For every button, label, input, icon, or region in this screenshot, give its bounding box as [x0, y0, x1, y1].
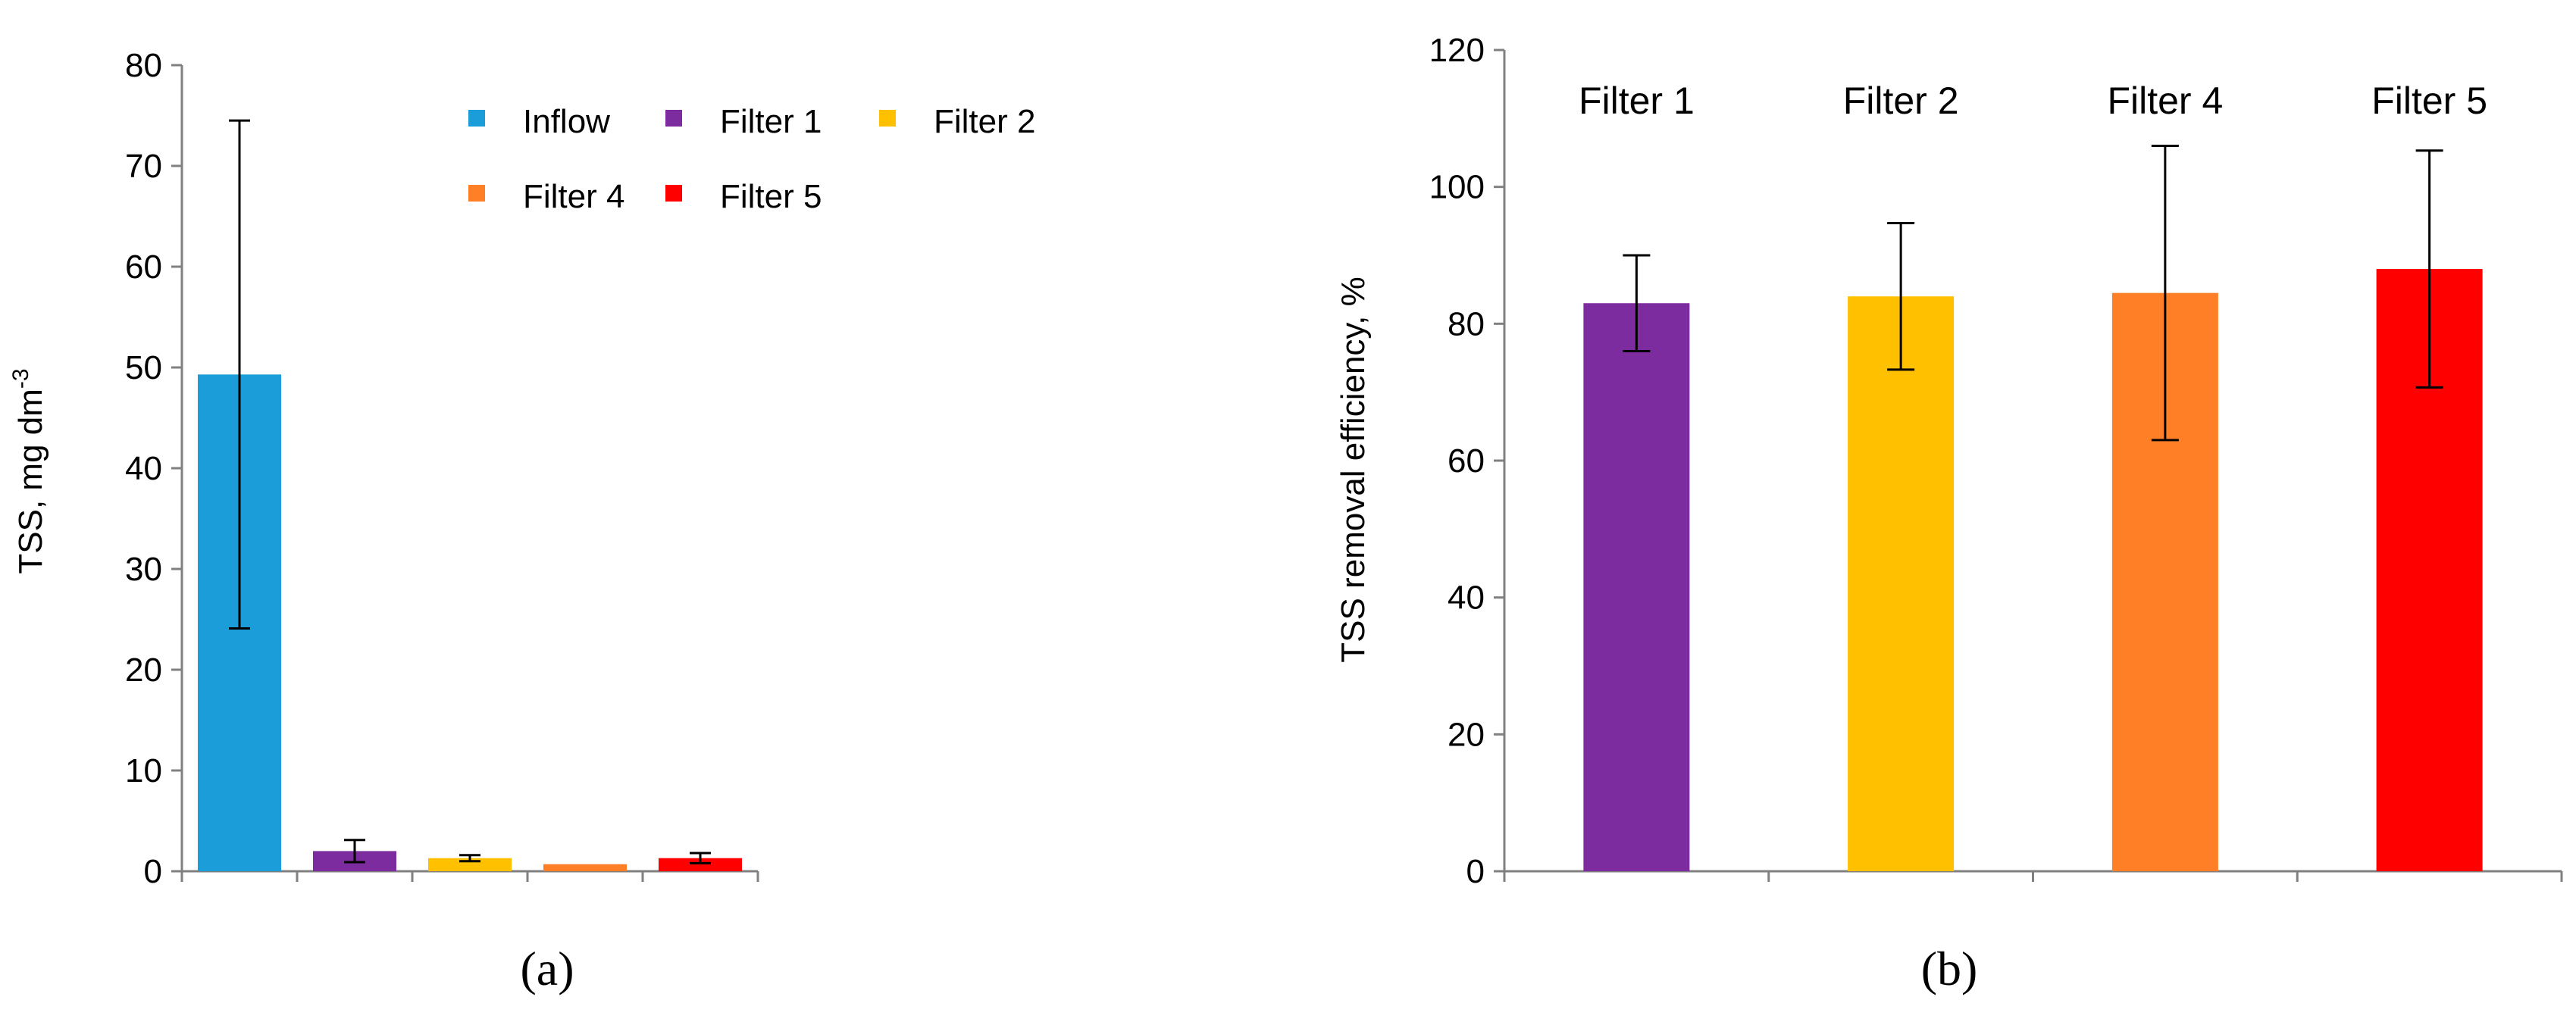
chart-a-legend-label: Inflow — [523, 103, 610, 140]
chart-a-y-axis-label: TSS, mg dm-3 — [8, 368, 49, 574]
chart-a-legend-item-inflow: Inflow — [468, 103, 610, 140]
chart-a-legend-swatch — [665, 110, 682, 127]
chart-a-legend-label: Filter 5 — [720, 178, 822, 215]
chart-b-error-bar-filter-2 — [1887, 222, 1915, 371]
chart-b-error-bar-filter-4 — [2151, 144, 2179, 442]
chart-b-y-tick-label: 0 — [1466, 853, 1485, 890]
chart-a-legend-item-filter-1: Filter 1 — [665, 103, 822, 140]
chart-a-legend-swatch — [468, 110, 485, 127]
chart-a-legend-label: Filter 1 — [720, 103, 822, 140]
chart-a-y-tick-label: 70 — [125, 148, 162, 185]
chart-b-y-tick-label: 80 — [1448, 305, 1485, 342]
chart-a-y-tick-label: 50 — [125, 349, 162, 386]
chart-a-legend-label: Filter 2 — [934, 103, 1035, 140]
chart-a-legend-item-filter-4: Filter 4 — [468, 178, 624, 215]
chart-panel-a: 0 10 20 30 40 50 60 70 80 TSS, mg dm-3 Inflow Fil… — [8, 47, 1035, 995]
chart-b-y-tick-label: 40 — [1448, 580, 1485, 617]
chart-a-y-tick-label: 40 — [125, 450, 162, 487]
chart-a-bar-filter-4 — [543, 864, 627, 871]
chart-b-category-labels: Filter 1 Filter 2 Filter 4 Filter 5 — [1579, 80, 2487, 122]
chart-a-bar-filter-5 — [659, 858, 742, 871]
chart-a-error-bars — [229, 119, 711, 864]
chart-b-category-label-filter-5: Filter 5 — [2371, 80, 2487, 122]
chart-b-bars — [1583, 269, 2483, 872]
chart-b-error-bars — [1623, 144, 2443, 442]
chart-a-y-tick-label: 10 — [125, 752, 162, 789]
chart-a-legend-item-filter-5: Filter 5 — [665, 178, 822, 215]
panel-label-b: (b) — [1921, 942, 1978, 995]
chart-a-y-tick-label: 80 — [125, 47, 162, 84]
chart-a-legend: Inflow Filter 1 Filter 2 Filter 4 Filter 5 — [468, 103, 1035, 215]
chart-b-y-tick-label: 60 — [1448, 442, 1485, 480]
panel-label-a: (a) — [520, 942, 574, 995]
chart-b-y-tick-label: 20 — [1448, 716, 1485, 753]
chart-b-error-bar-filter-1 — [1623, 254, 1651, 352]
chart-b-category-label-filter-1: Filter 1 — [1579, 80, 1695, 122]
chart-b-category-label-filter-4: Filter 4 — [2107, 80, 2223, 122]
chart-a-legend-label: Filter 4 — [523, 178, 624, 215]
chart-b-bar-filter-2 — [1848, 296, 1955, 871]
chart-a-bar-filter-2 — [428, 858, 512, 871]
chart-a-y-tick-label: 0 — [144, 853, 162, 890]
chart-a-error-bar-filter-1 — [344, 839, 365, 864]
chart-b-category-label-filter-2: Filter 2 — [1843, 80, 1959, 122]
chart-panel-b: 0 20 40 60 80 100 120 Filter 1 Filter 2 Filter 4… — [1335, 32, 2563, 995]
chart-a-legend-swatch — [665, 185, 682, 202]
chart-a-legend-swatch — [468, 185, 485, 202]
chart-a-y-tick-label: 60 — [125, 248, 162, 286]
chart-a-error-bar-inflow — [229, 119, 250, 630]
chart-b-error-bar-filter-5 — [2415, 149, 2443, 389]
chart-b-y-axis-label: TSS removal efficiency, % — [1335, 277, 1372, 662]
chart-b-y-tick-label: 120 — [1429, 32, 1485, 69]
chart-a-y-tick-label: 30 — [125, 551, 162, 588]
chart-b-y-tick-label: 100 — [1429, 169, 1485, 206]
chart-a-error-bar-filter-2 — [459, 854, 480, 863]
chart-a-y-axis-label-main: TSS, mg dm — [12, 389, 49, 574]
chart-a-y-tick-label: 20 — [125, 652, 162, 689]
chart-a-legend-swatch — [879, 110, 896, 127]
chart-a-error-bar-filter-5 — [690, 852, 711, 864]
chart-b-bar-filter-1 — [1583, 303, 1690, 871]
chart-a-legend-item-filter-2: Filter 2 — [879, 103, 1035, 140]
chart-a-y-axis-label-superscript: -3 — [8, 368, 33, 389]
